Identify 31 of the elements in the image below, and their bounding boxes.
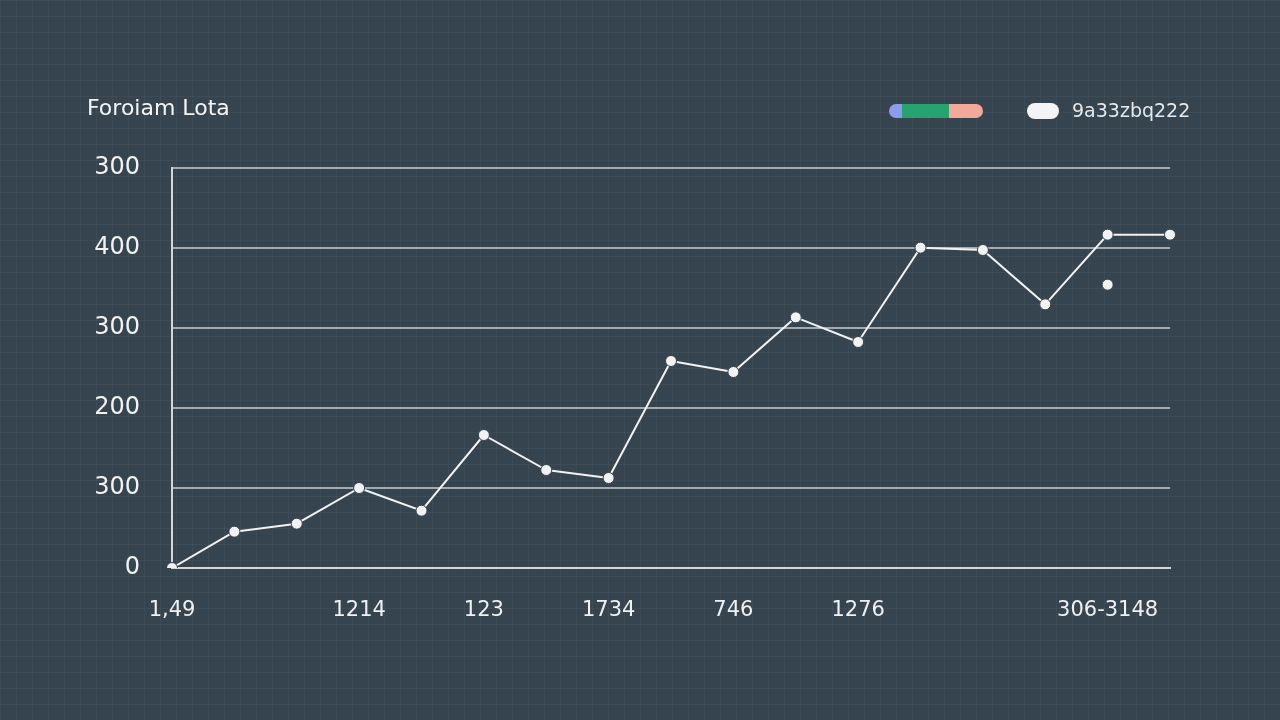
text: 400 <box>94 232 140 261</box>
x-tick-label: 1276 <box>831 597 885 622</box>
x-tick-label: 746 <box>713 597 754 622</box>
x-tick-label: 1734 <box>581 597 636 622</box>
chart-title: Foroiam Lota <box>87 95 230 120</box>
point <box>415 504 428 517</box>
text: 9a33zbq222 <box>1072 99 1191 121</box>
point <box>1039 298 1052 311</box>
point <box>665 355 677 367</box>
text: 0 <box>124 552 140 581</box>
point <box>1164 228 1176 241</box>
point <box>602 472 615 484</box>
x-tick-label: 123 <box>463 597 504 622</box>
point <box>228 525 241 538</box>
point <box>540 464 553 476</box>
point <box>789 311 802 324</box>
text: 200 <box>94 392 140 421</box>
x-tick-label: 1214 <box>332 597 386 622</box>
point <box>914 241 927 254</box>
point <box>852 336 865 348</box>
x-tick-label: 1,49 <box>148 597 196 622</box>
point <box>353 482 366 494</box>
point <box>290 517 303 530</box>
text: 300 <box>94 312 140 341</box>
text: 300 <box>94 472 140 501</box>
point <box>976 244 989 256</box>
point <box>477 429 490 441</box>
point <box>1101 228 1114 241</box>
point <box>727 366 740 378</box>
text: 300 <box>94 152 140 181</box>
x-tick-label: 306-3148 <box>1057 597 1159 622</box>
